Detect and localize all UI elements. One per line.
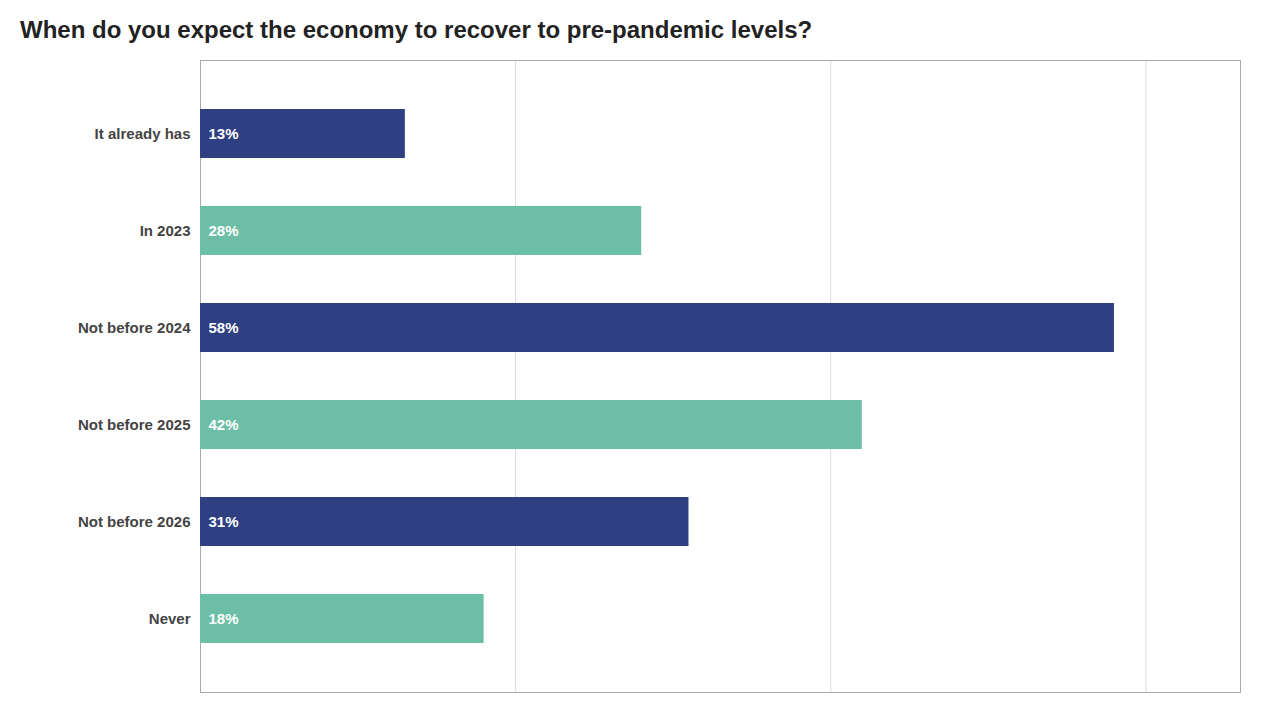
svg-text:Not before 2024: Not before 2024 [78,319,191,336]
svg-text:Not before 2025: Not before 2025 [78,416,191,433]
svg-text:28%: 28% [209,222,239,239]
svg-text:In 2023: In 2023 [140,222,191,239]
svg-text:18%: 18% [209,610,239,627]
html-text:When do you expect the economy: When do you expect the economy to recove… [20,16,813,43]
svg-text:13%: 13% [209,125,239,142]
svg-text:42%: 42% [209,416,239,433]
svg-text:Not before 2026: Not before 2026 [78,513,191,530]
svg-text:58%: 58% [209,319,239,336]
svg-text:It already has: It already has [95,125,191,142]
svg-text:31%: 31% [209,513,239,530]
svg-text:Never: Never [149,610,191,627]
